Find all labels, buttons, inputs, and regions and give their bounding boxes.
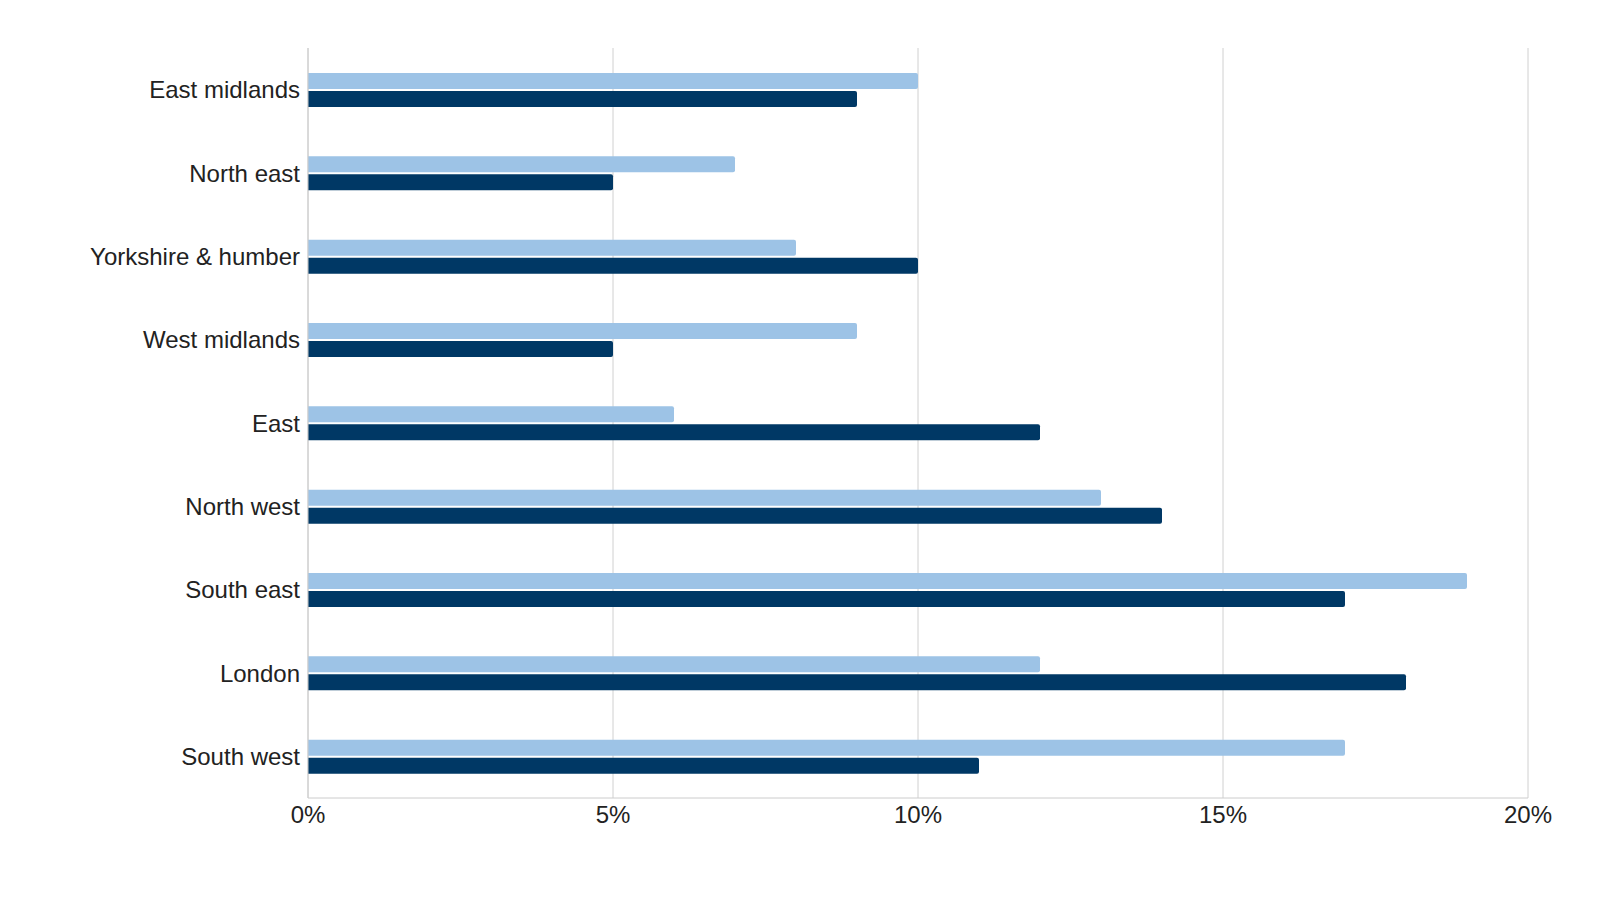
svg-text:East: East	[252, 410, 300, 437]
svg-text:North east: North east	[189, 160, 300, 187]
svg-text:10%: 10%	[894, 801, 942, 828]
svg-text:15%: 15%	[1199, 801, 1247, 828]
svg-text:East midlands: East midlands	[149, 76, 300, 103]
svg-text:London: London	[220, 660, 300, 687]
svg-text:20%: 20%	[1504, 801, 1552, 828]
svg-text:West midlands: West midlands	[143, 326, 300, 353]
svg-text:Yorkshire & humber: Yorkshire & humber	[90, 243, 300, 270]
svg-text:South east: South east	[185, 576, 300, 603]
svg-text:South west: South west	[181, 743, 300, 770]
svg-text:0%: 0%	[291, 801, 326, 828]
svg-text:5%: 5%	[596, 801, 631, 828]
svg-text:North west: North west	[185, 493, 300, 520]
